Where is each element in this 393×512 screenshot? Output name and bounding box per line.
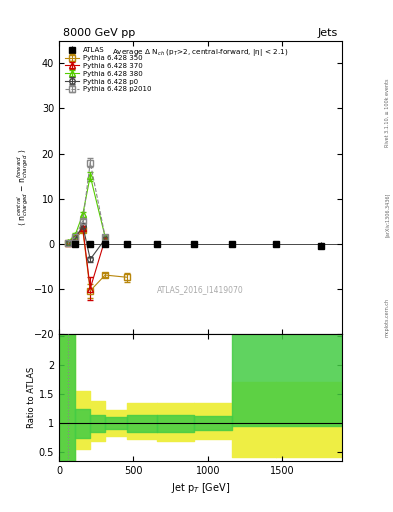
- Text: Jets: Jets: [318, 28, 338, 38]
- Y-axis label: Ratio to ATLAS: Ratio to ATLAS: [27, 367, 36, 428]
- Text: mcplots.cern.ch: mcplots.cern.ch: [385, 298, 390, 337]
- Text: Rivet 3.1.10, ≥ 100k events: Rivet 3.1.10, ≥ 100k events: [385, 78, 390, 147]
- Text: 8000 GeV pp: 8000 GeV pp: [63, 28, 135, 38]
- Text: [arXiv:1306.3436]: [arXiv:1306.3436]: [385, 193, 390, 237]
- Y-axis label: ⟨ n$^{central}_{charged}$ − n$^{forward}_{charged}$ ⟩: ⟨ n$^{central}_{charged}$ − n$^{forward}…: [15, 148, 31, 226]
- Text: Average Δ N$_{ch}$ (p$_T$>2, central-forward, |η| < 2.1): Average Δ N$_{ch}$ (p$_T$>2, central-for…: [112, 47, 288, 58]
- Text: ATLAS_2016_I1419070: ATLAS_2016_I1419070: [157, 285, 244, 294]
- X-axis label: Jet p$_T$ [GeV]: Jet p$_T$ [GeV]: [171, 481, 230, 495]
- Legend: ATLAS, Pythia 6.428 350, Pythia 6.428 370, Pythia 6.428 380, Pythia 6.428 p0, Py: ATLAS, Pythia 6.428 350, Pythia 6.428 37…: [62, 45, 154, 95]
